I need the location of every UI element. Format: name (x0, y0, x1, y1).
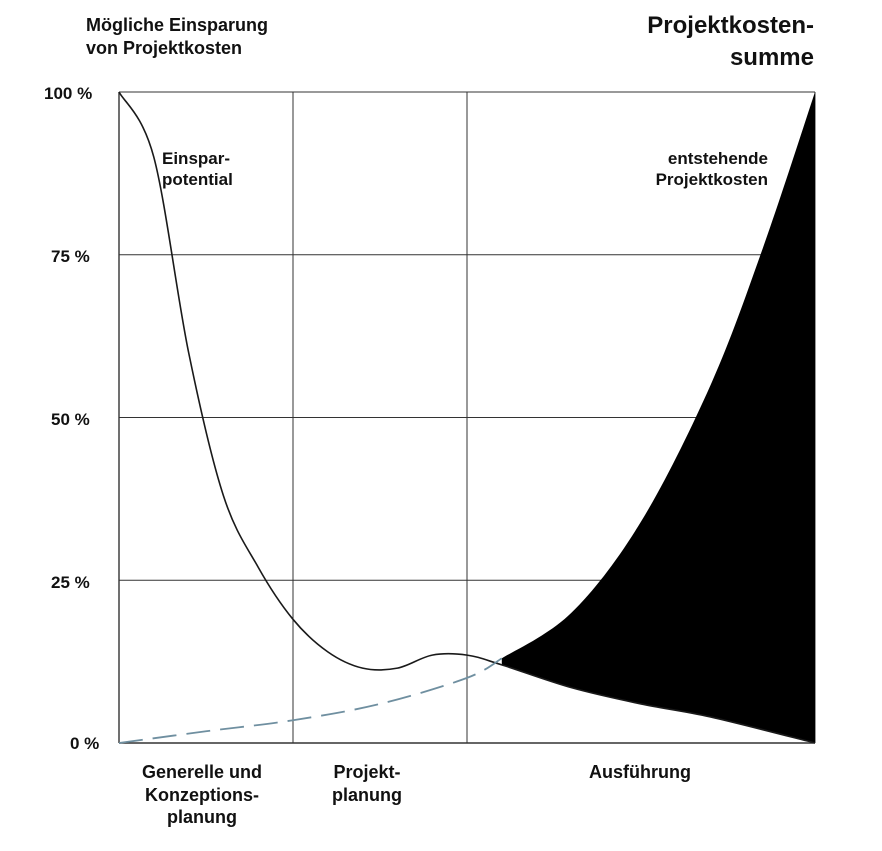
costs-label-line-2: Projektkosten (655, 170, 768, 190)
phase-label-concept: Generelle und Konzeptions- planung (126, 761, 278, 829)
phase-label-planning: Projekt- planung (302, 761, 432, 806)
y-axis-title-line-2: von Projektkosten (86, 37, 243, 58)
y-tick-label: 50 % (51, 410, 90, 429)
phase-label-line: Konzeptions- (145, 784, 259, 805)
incurred-costs-label: entstehende Projektkosten (656, 148, 768, 191)
right-axis-title: Projektkosten- summe (647, 10, 814, 75)
savings-label-line-1: Einspar- (162, 149, 231, 168)
y-tick-label: 100 % (44, 84, 93, 103)
savings-label-line-2: potential (162, 170, 233, 190)
phase-label-execution: Ausführung (560, 761, 720, 784)
phase-label-line: Ausführung (589, 762, 691, 782)
y-tick-label: 0 % (70, 734, 100, 753)
right-axis-title-line-2: summe (729, 44, 814, 72)
savings-potential-line (118, 91, 816, 744)
right-axis-title-line-1: Projektkosten- (647, 12, 814, 39)
y-tick-label: 25 % (51, 573, 90, 592)
savings-potential-label: Einspar- potential (162, 148, 233, 191)
phase-label-line: planung (332, 784, 402, 805)
y-axis-title: Mögliche Einsparung von Projektkosten (86, 14, 268, 59)
y-axis-title-line-1: Mögliche Einsparung (86, 15, 269, 35)
phase-label-line: Projekt- (333, 762, 401, 782)
costs-label-line-1: entstehende (667, 149, 768, 168)
y-tick-label: 75 % (51, 247, 90, 266)
dashed-cost-line (118, 657, 503, 744)
phase-label-line: planung (167, 807, 237, 827)
cost-area-fill (501, 92, 815, 743)
phase-label-line: Generelle und (141, 762, 263, 782)
